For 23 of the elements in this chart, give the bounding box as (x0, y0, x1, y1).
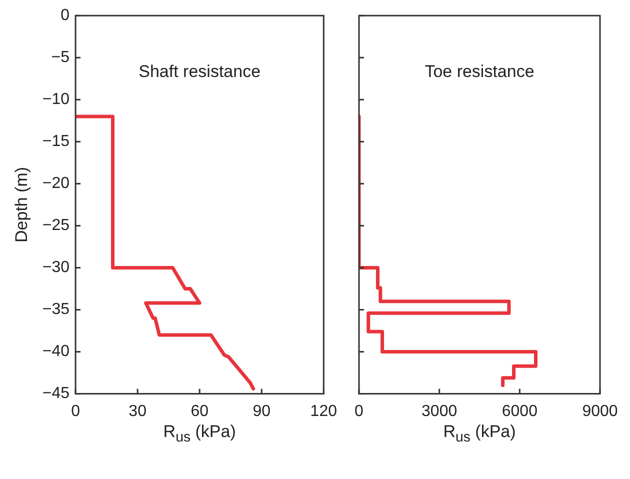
annotation: Shaft resistance (138, 62, 261, 81)
x-tick-label: 9000 (582, 402, 618, 420)
y-tick-label: −25 (42, 217, 70, 234)
x-tick-label: 30 (128, 402, 147, 420)
y-tick-label: −35 (42, 301, 70, 318)
y-tick-label: −15 (42, 133, 70, 150)
x-tick-label: 3000 (422, 402, 458, 420)
annotation: Toe resistance (424, 62, 534, 81)
y-tick-label: −5 (51, 49, 70, 66)
y-tick-label: −40 (42, 343, 70, 360)
y-tick-label: −30 (42, 259, 70, 276)
y-axis-title: Depth (m) (12, 166, 31, 242)
y-tick-label: −10 (42, 91, 70, 108)
y-tick-label: −20 (42, 175, 70, 192)
x-tick-label: 0 (354, 402, 364, 420)
x-tick-label: 90 (252, 402, 271, 420)
x-tick-label: 120 (310, 402, 338, 420)
x-axis-title: R$_{us}$ (kPa) (163, 422, 236, 446)
y-tick-label: 0 (60, 7, 70, 24)
y-tick-label: −45 (42, 385, 70, 402)
x-tick-label: 60 (190, 402, 209, 420)
x-tick-label: 6000 (502, 402, 538, 420)
x-axis-title: R$_{us}$ (kPa) (443, 422, 516, 446)
